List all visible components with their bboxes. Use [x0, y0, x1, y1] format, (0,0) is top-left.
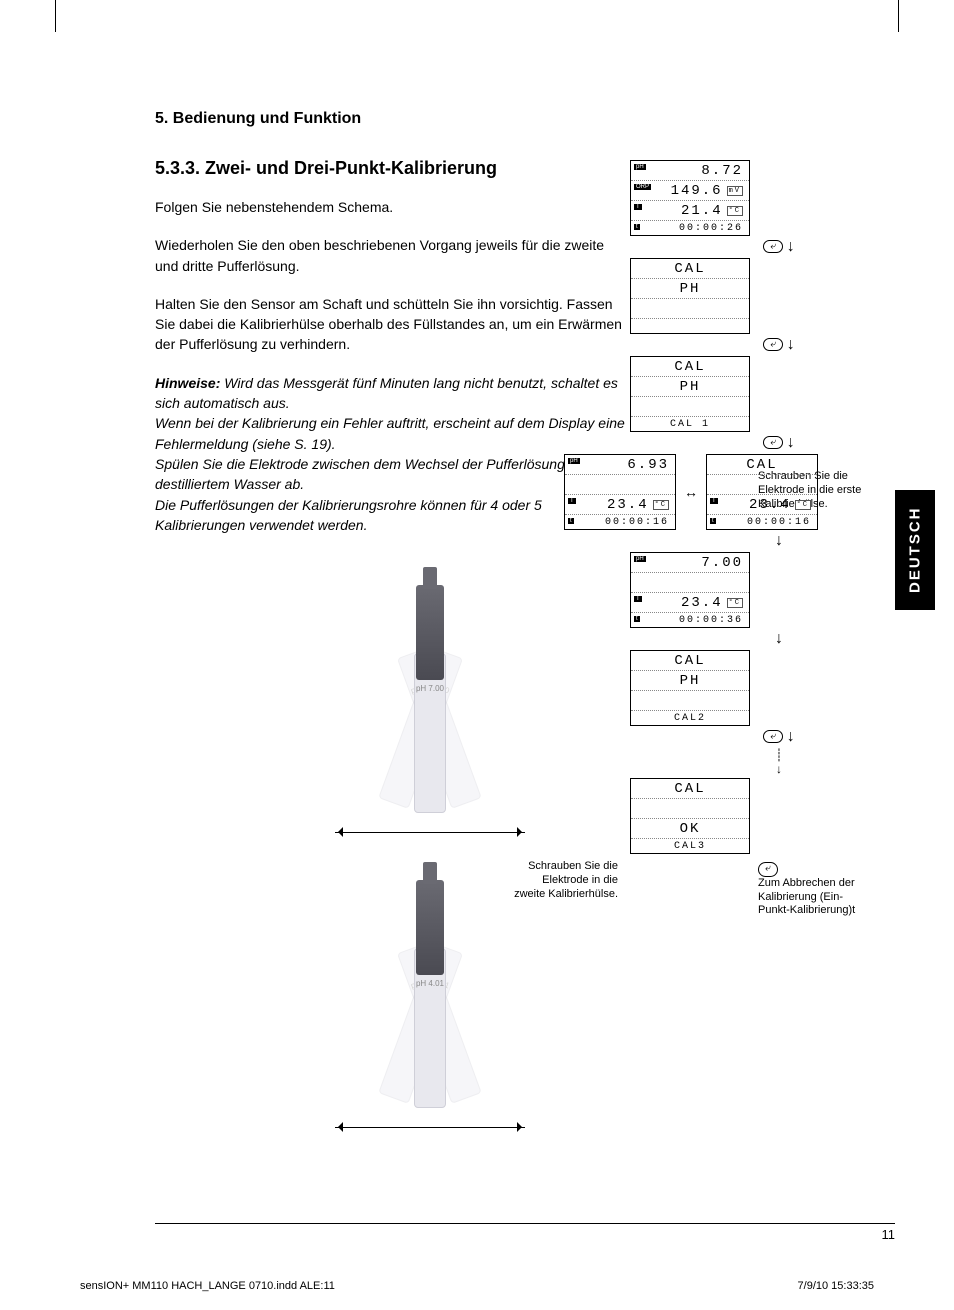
electrode-cap-icon: [423, 567, 437, 589]
badge: pH: [568, 458, 580, 464]
electrode-figure-2: pH 4.01 pH 4.01 pH 4.01: [315, 880, 545, 1140]
para-1: Folgen Sie nebenstehendem Schema.: [155, 197, 625, 217]
badge: pH: [634, 556, 646, 562]
lcd-flow: pH8.72 ORP149.6mV T21.4°C t00:00:26 ⤶↓ C…: [570, 160, 870, 854]
lcd-value: 00:00:16: [747, 517, 811, 528]
lcd-screen-4b: CAL T 23.4 °C t 00:00:16: [706, 454, 818, 530]
lcd-value: CAL: [674, 261, 705, 277]
lcd-value: 6.93: [627, 457, 669, 473]
enter-key-icon: ⤶: [763, 436, 783, 449]
flow-arrow-icon: ⤶↓: [688, 434, 870, 452]
lcd-value: 00:00:26: [679, 223, 743, 234]
lcd-value: CAL: [674, 653, 705, 669]
lcd-value: CAL: [674, 359, 705, 375]
lcd-value: 00:00:36: [679, 615, 743, 626]
electrode-cap-icon: [423, 862, 437, 884]
badge: T: [634, 596, 642, 602]
flow-arrow-dashed-icon: ┊↓: [688, 748, 870, 776]
lcd-pair: pH 6.93 T 23.4 °C t 00:00:16 ↔ CAL T 23.4 °C t…: [512, 454, 870, 530]
lcd-value: CAL: [674, 781, 705, 797]
lcd-value: CAL: [746, 457, 777, 473]
badge: t: [568, 518, 574, 524]
swing-arrow-icon: [335, 821, 525, 833]
lcd-value: CAL2: [674, 713, 706, 724]
lcd-screen-6: CAL PH CAL2: [630, 650, 750, 726]
lcd-value: PH: [680, 379, 701, 395]
page-number: 11: [882, 1227, 896, 1242]
lcd-value: CAL 1: [670, 419, 710, 430]
lcd-screen-2: CAL PH: [630, 258, 750, 334]
lcd-value: 149.6: [671, 183, 723, 199]
unit: °C: [727, 206, 743, 216]
flow-arrow-icon: ⤶↓: [688, 728, 870, 746]
lcd-value: 23.4: [749, 497, 791, 513]
lcd-screen-7: CAL OK CAL3: [630, 778, 750, 854]
lcd-screen-5: pH 7.00 T 23.4 °C t 00:00:36: [630, 552, 750, 628]
lcd-screen-4a: pH 6.93 T 23.4 °C t 00:00:16: [564, 454, 676, 530]
para-3: Halten Sie den Sensor am Schaft und schü…: [155, 294, 625, 355]
badge: T: [710, 498, 718, 504]
para-2: Wiederholen Sie den oben beschriebenen V…: [155, 235, 625, 276]
hint-1: Wird das Messgerät fünf Minuten lang nic…: [155, 375, 618, 411]
electrode-body-icon: [416, 880, 444, 975]
chapter-title: 5. Bedienung und Funktion: [155, 110, 625, 128]
badge: t: [634, 616, 640, 622]
flow-arrow-icon: ⤶↓: [688, 336, 870, 354]
badge: T: [634, 204, 642, 210]
flow-arrow-icon: ↓: [688, 630, 870, 648]
swap-arrow-icon: ↔: [684, 484, 698, 500]
hint-2: Wenn bei der Kalibrierung ein Fehler auf…: [155, 415, 625, 451]
lcd-value: 21.4: [681, 203, 723, 219]
unit: mV: [727, 186, 743, 196]
electrode-body-icon: [416, 585, 444, 680]
footer-timestamp: 7/9/10 15:33:35: [798, 1280, 874, 1292]
lcd-value: PH: [680, 281, 701, 297]
language-tab: DEUTSCH: [895, 490, 935, 610]
callout-3-text: Zum Abbrechen der Kalibrierung (Ein-Punk…: [758, 877, 855, 917]
enter-key-icon: ⤶: [758, 862, 778, 877]
badge: ORP: [634, 184, 651, 190]
callout-3: ⤶Zum Abbrechen der Kalibrierung (Ein-Pun…: [758, 862, 868, 918]
hint-label: Hinweise:: [155, 375, 220, 391]
enter-key-icon: ⤶: [763, 240, 783, 253]
badge: T: [568, 498, 576, 504]
lcd-value: OK: [680, 821, 701, 837]
swing-arrow-icon: [335, 1116, 525, 1128]
lcd-value: 8.72: [701, 163, 743, 179]
footer-filename: sensION+ MM110 HACH_LANGE 0710.indd ALE:…: [80, 1280, 335, 1292]
unit: °C: [653, 500, 669, 510]
flow-arrow-icon: ↓: [688, 532, 870, 550]
electrode-figure-1: pH 7.00 pH 7.00 pH 7.00: [315, 585, 545, 845]
lcd-screen-3: CAL PH CAL 1: [630, 356, 750, 432]
section-title: 5.3.3. Zwei- und Drei-Punkt-Kalibrierung: [155, 158, 625, 179]
lcd-value: PH: [680, 673, 701, 689]
unit: °C: [795, 500, 811, 510]
enter-key-icon: ⤶: [763, 730, 783, 743]
lcd-value: 7.00: [701, 555, 743, 571]
lcd-value: 00:00:16: [605, 517, 669, 528]
badge: t: [710, 518, 716, 524]
enter-key-icon: ⤶: [763, 338, 783, 351]
lcd-value: CAL3: [674, 841, 706, 852]
lcd-value: 23.4: [607, 497, 649, 513]
flow-arrow-icon: ⤶↓: [688, 238, 870, 256]
badge: t: [634, 224, 640, 230]
lcd-value: 23.4: [681, 595, 723, 611]
footer-rule: [155, 1223, 895, 1224]
badge: pH: [634, 164, 646, 170]
lcd-screen-1: pH 8.72 ORP 149.6 mV T 21.4 °C t 00:00:26: [630, 160, 750, 236]
callout-2: Schrauben Sie die Elektrode in die zweit…: [508, 860, 618, 901]
unit: °C: [727, 598, 743, 608]
hint-4: Die Pufferlösungen der Kalibrierungsrohr…: [155, 497, 542, 533]
